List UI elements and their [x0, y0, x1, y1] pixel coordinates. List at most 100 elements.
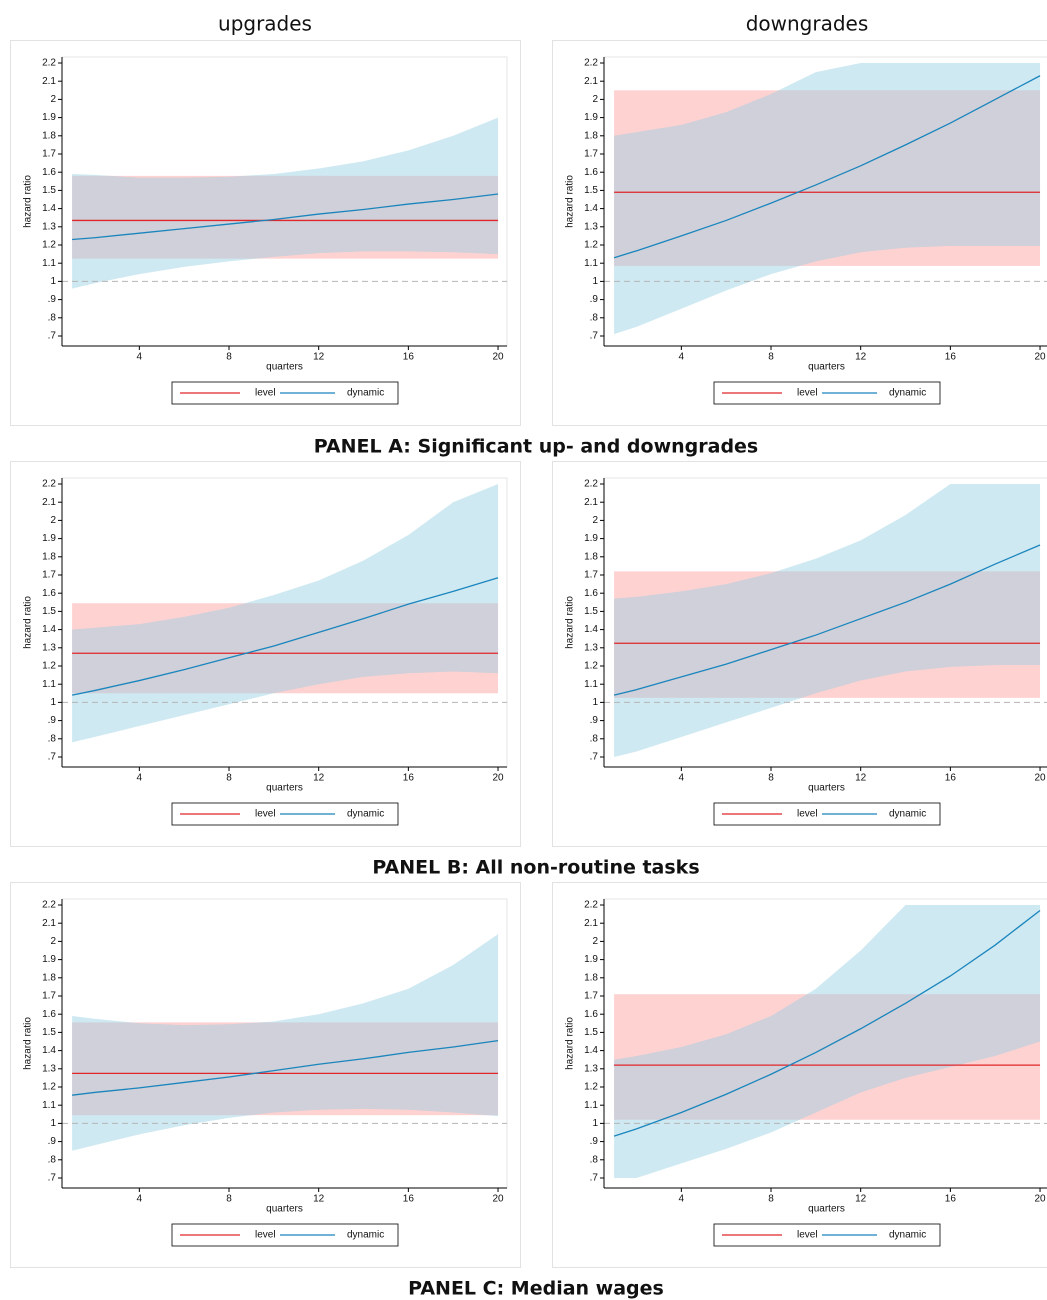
- y-tick-label: 1: [50, 697, 56, 708]
- panel-title: PANEL C: Median wages: [408, 1278, 664, 1300]
- legend-label: dynamic: [889, 388, 926, 399]
- y-tick-label: 1.6: [584, 588, 598, 599]
- y-tick-label: 2.1: [584, 76, 598, 87]
- y-tick-label: 1.6: [42, 1009, 56, 1020]
- y-tick-label: 1.1: [584, 1100, 598, 1111]
- y-tick-label: 1.7: [42, 991, 56, 1002]
- y-tick-label: .8: [48, 312, 57, 323]
- series-line: [71, 577, 499, 696]
- y-tick-label: .7: [590, 1173, 599, 1184]
- x-tick-label: 12: [855, 352, 867, 363]
- y-tick-label: 2.2: [584, 479, 598, 490]
- y-tick-label: .7: [48, 1173, 57, 1184]
- legend-label: dynamic: [347, 388, 384, 399]
- x-tick-label: 8: [768, 773, 774, 784]
- x-tick-label: 12: [855, 773, 867, 784]
- x-axis-label: quarters: [808, 783, 845, 794]
- y-tick-label: 1.1: [42, 1100, 56, 1111]
- x-tick-label: 12: [313, 1194, 325, 1205]
- ci-band: [614, 571, 1041, 698]
- series-line: [72, 193, 499, 241]
- x-tick-label: 16: [945, 773, 957, 784]
- y-tick-label: 1.3: [584, 221, 598, 232]
- y-tick-label: 2: [592, 936, 598, 947]
- x-axis-label: quarters: [808, 362, 845, 373]
- y-axis-label: hazard ratio: [565, 175, 576, 228]
- chart: .7 .8 .9 1 1.1 1.2 1.3 1.4 1.5 1.6 1.7 1.8 1.9 2 2.1 2.…: [10, 40, 521, 426]
- chart: .7 .8 .9 1 1.1 1.2 1.3 1.4 1.5 1.6 1.7 1.8 1.9 2 2.1 2.…: [552, 461, 1047, 847]
- legend-label: dynamic: [889, 1230, 926, 1241]
- chart: .7 .8 .9 1 1.1 1.2 1.3 1.4 1.5 1.6 1.7 1.8 1.9 2 2.1 2.…: [552, 40, 1047, 426]
- y-axis-label: hazard ratio: [23, 596, 34, 649]
- y-tick-label: 1.4: [42, 1045, 56, 1056]
- y-axis-label: hazard ratio: [23, 1017, 34, 1070]
- x-tick-label: 12: [855, 1194, 867, 1205]
- y-tick-label: 1.1: [42, 679, 56, 690]
- y-tick-label: 1.4: [42, 624, 56, 635]
- y-tick-label: .8: [590, 1154, 599, 1165]
- y-tick-label: .9: [48, 1136, 57, 1147]
- ci-band: [72, 603, 499, 694]
- column-title: upgrades: [218, 12, 312, 36]
- chart: .7 .8 .9 1 1.1 1.2 1.3 1.4 1.5 1.6 1.7 1.8 1.9 2 2.1 2.…: [552, 882, 1047, 1268]
- y-tick-label: 2.2: [584, 900, 598, 911]
- y-tick-label: .8: [590, 312, 599, 323]
- y-tick-label: 2.2: [42, 479, 56, 490]
- x-tick-label: 4: [679, 773, 685, 784]
- series-line: [613, 544, 1041, 696]
- y-tick-label: .9: [48, 715, 57, 726]
- legend-label: dynamic: [889, 809, 926, 820]
- y-tick-label: 1.2: [584, 661, 598, 672]
- y-tick-label: 1.8: [584, 972, 598, 983]
- y-tick-label: 1.2: [42, 1082, 56, 1093]
- x-tick-label: 12: [313, 773, 325, 784]
- x-tick-label: 4: [679, 352, 685, 363]
- y-tick-label: 1.1: [584, 679, 598, 690]
- plot-frame: [603, 898, 1047, 1189]
- legend-label: dynamic: [347, 1230, 384, 1241]
- y-tick-label: 2.1: [42, 76, 56, 87]
- series-line: [613, 75, 1041, 259]
- legend-label: level: [255, 388, 276, 399]
- y-tick-label: 1.6: [42, 167, 56, 178]
- y-tick-label: 1.9: [42, 533, 56, 544]
- y-tick-label: 1.6: [584, 167, 598, 178]
- y-tick-label: 1.2: [584, 1082, 598, 1093]
- legend-label: level: [797, 388, 818, 399]
- y-tick-label: 1.5: [42, 1027, 56, 1038]
- x-tick-label: 12: [313, 352, 325, 363]
- x-tick-label: 16: [945, 352, 957, 363]
- x-tick-label: 20: [1034, 352, 1046, 363]
- y-tick-label: 2.1: [584, 918, 598, 929]
- series-line: [613, 909, 1041, 1137]
- y-tick-label: 1: [592, 276, 598, 287]
- y-tick-label: 2.1: [42, 918, 56, 929]
- y-tick-label: 1.1: [42, 258, 56, 269]
- y-tick-label: .9: [48, 294, 57, 305]
- x-tick-label: 8: [768, 352, 774, 363]
- y-tick-label: 1.8: [42, 972, 56, 983]
- x-tick-label: 20: [1034, 773, 1046, 784]
- y-tick-label: 1.2: [42, 240, 56, 251]
- y-tick-label: .8: [590, 733, 599, 744]
- y-tick-label: 1.8: [584, 130, 598, 141]
- y-tick-label: 1.8: [42, 130, 56, 141]
- y-tick-label: 1.9: [42, 112, 56, 123]
- y-tick-label: 1.3: [584, 642, 598, 653]
- y-tick-label: 2.2: [42, 900, 56, 911]
- x-tick-label: 8: [768, 1194, 774, 1205]
- y-tick-label: 1.6: [584, 1009, 598, 1020]
- y-tick-label: 1.2: [42, 661, 56, 672]
- chart: .7 .8 .9 1 1.1 1.2 1.3 1.4 1.5 1.6 1.7 1.8 1.9 2 2.1 2.…: [10, 882, 521, 1268]
- y-tick-label: 1.3: [584, 1063, 598, 1074]
- x-tick-label: 16: [945, 1194, 957, 1205]
- y-axis-label: hazard ratio: [23, 175, 34, 228]
- ci-band: [72, 175, 499, 259]
- column-title: downgrades: [746, 12, 869, 36]
- x-tick-label: 4: [679, 1194, 685, 1205]
- y-tick-label: 1.2: [584, 240, 598, 251]
- y-tick-label: 2: [50, 94, 56, 105]
- y-tick-label: .9: [590, 1136, 599, 1147]
- y-tick-label: .7: [48, 331, 57, 342]
